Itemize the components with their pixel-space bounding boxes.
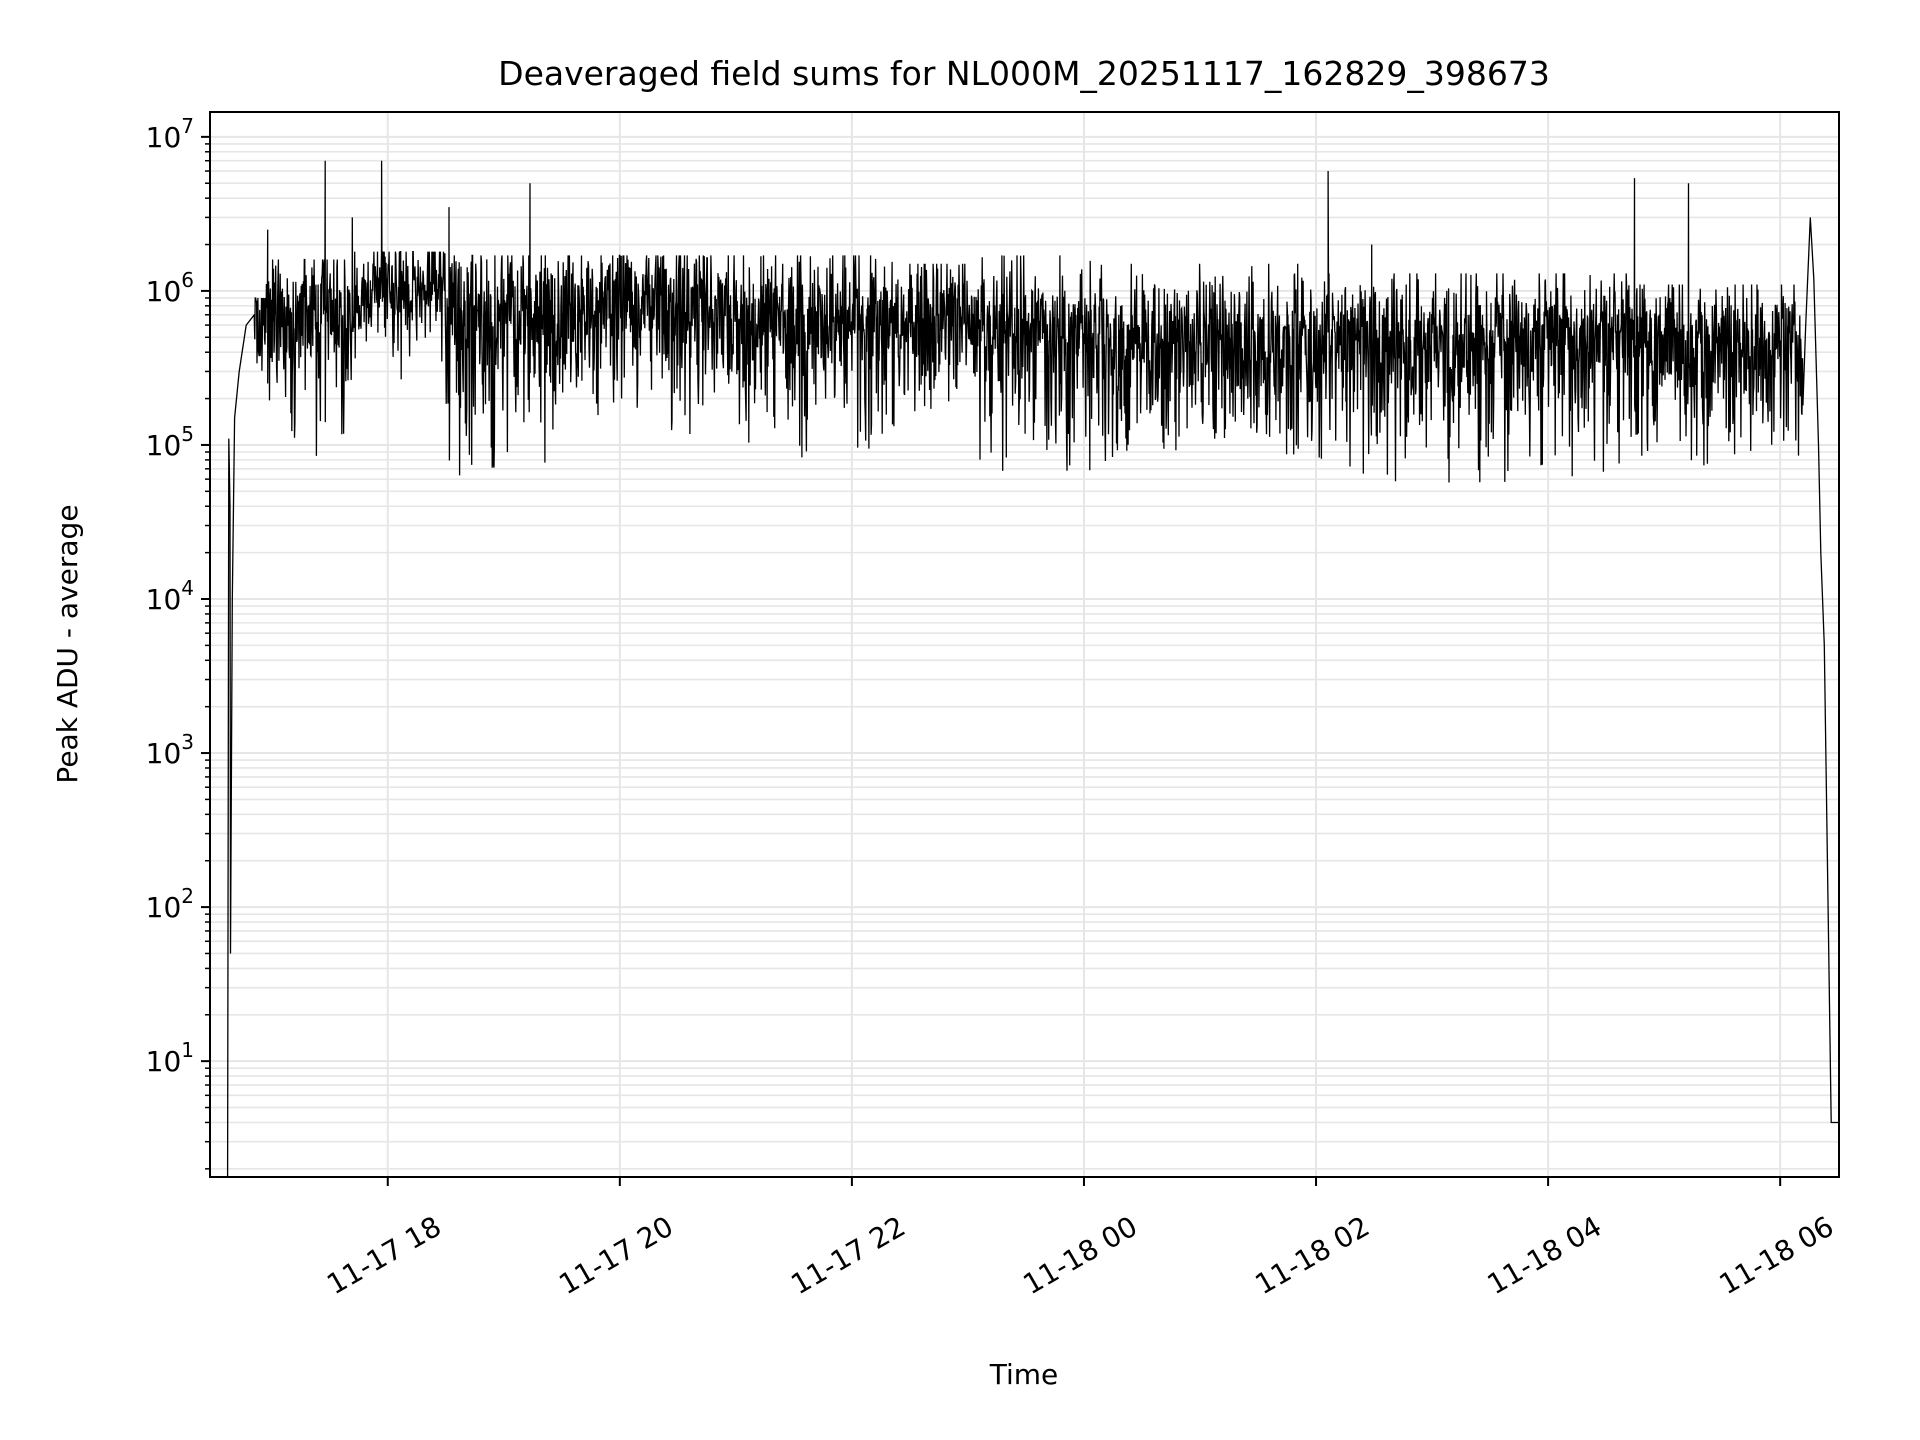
y-tick-label: 104: [146, 576, 194, 616]
y-tick-label: 105: [146, 422, 194, 462]
y-tick-label: 106: [146, 268, 194, 308]
y-tick-label: 102: [146, 884, 194, 924]
x-axis-label: Time: [989, 1358, 1059, 1391]
y-tick-label: 101: [146, 1038, 194, 1078]
axes-frame: [209, 111, 1840, 1178]
y-axis: 101 102 103 104 105 106 107: [146, 114, 210, 1170]
series-line: [226, 160, 1839, 1177]
chart-title: Deaveraged field sums for NL000M_2025111…: [498, 54, 1550, 93]
y-tick-label: 103: [146, 730, 194, 770]
y-tick-label: 107: [146, 114, 194, 154]
grid: [210, 112, 1839, 1177]
y-axis-label: Peak ADU - average: [51, 504, 84, 783]
